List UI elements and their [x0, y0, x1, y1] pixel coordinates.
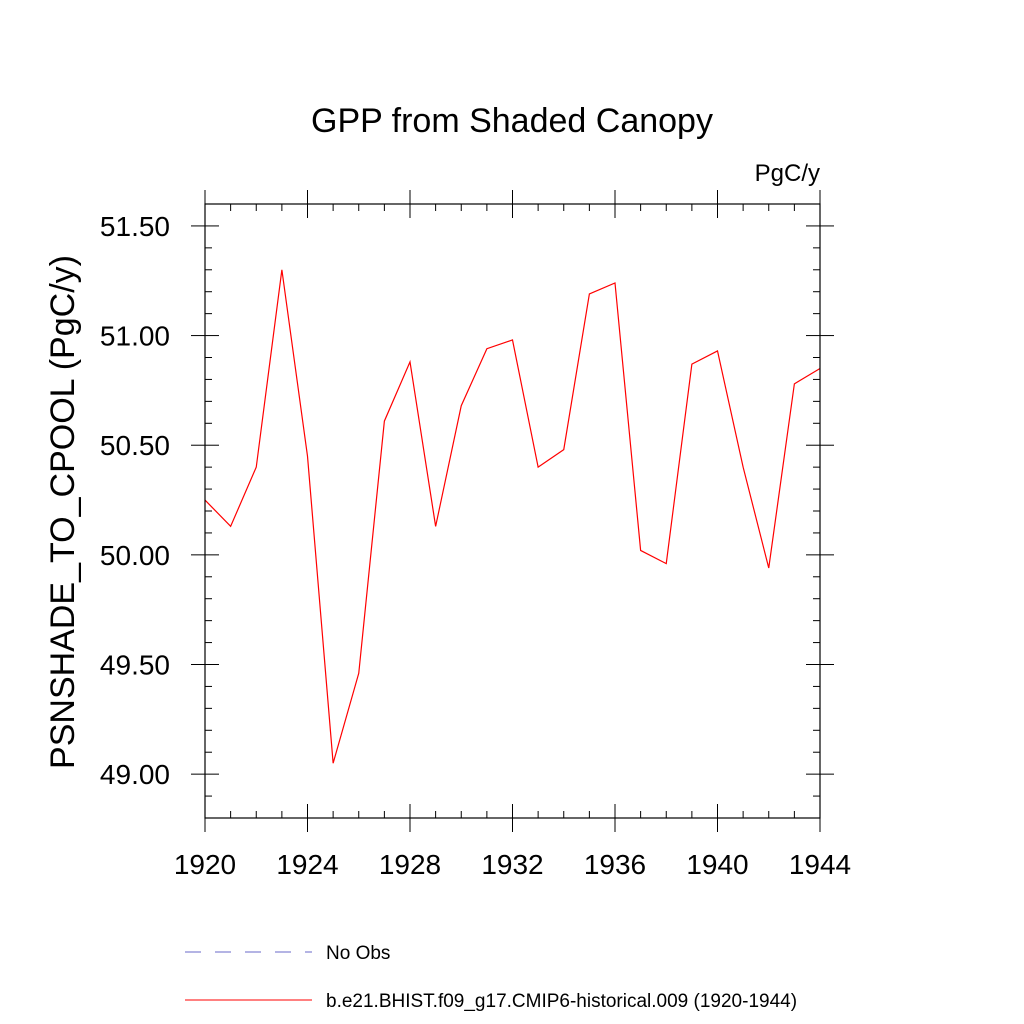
- x-tick-label: 1940: [686, 849, 748, 880]
- axis-ticks: [191, 190, 834, 832]
- chart-title: GPP from Shaded Canopy: [311, 102, 713, 140]
- y-tick-label: 49.00: [100, 759, 170, 790]
- x-tick-label: 1944: [789, 849, 851, 880]
- y-axis-label: PSNSHADE_TO_CPOOL (PgC/y): [44, 255, 82, 769]
- series-line: [204, 269, 821, 764]
- x-tick-label: 1920: [174, 849, 236, 880]
- x-tick-label: 1928: [379, 849, 441, 880]
- series-layer: [204, 269, 821, 764]
- x-tick-label: 1932: [481, 849, 543, 880]
- legend-label: No Obs: [326, 943, 390, 964]
- x-tick-label: 1924: [276, 849, 338, 880]
- y-tick-label: 51.00: [100, 321, 170, 352]
- legend-label: b.e21.BHIST.f09_g17.CMIP6-historical.009…: [326, 991, 797, 1012]
- y-tick-label: 51.50: [100, 211, 170, 242]
- y-tick-label: 49.50: [100, 650, 170, 681]
- y-tick-label: 50.00: [100, 540, 170, 571]
- units-label: PgC/y: [755, 160, 820, 187]
- plot-area-frame: [204, 203, 821, 819]
- axis-tick-labels: 1920 1924 1928 1932 1936 1940 1944 49.00 49.50 50…: [100, 211, 851, 880]
- y-tick-label: 50.50: [100, 430, 170, 461]
- x-tick-label: 1936: [584, 849, 646, 880]
- legend: No Obs b.e21.BHIST.f09_g17.CMIP6-historic…: [185, 943, 797, 1012]
